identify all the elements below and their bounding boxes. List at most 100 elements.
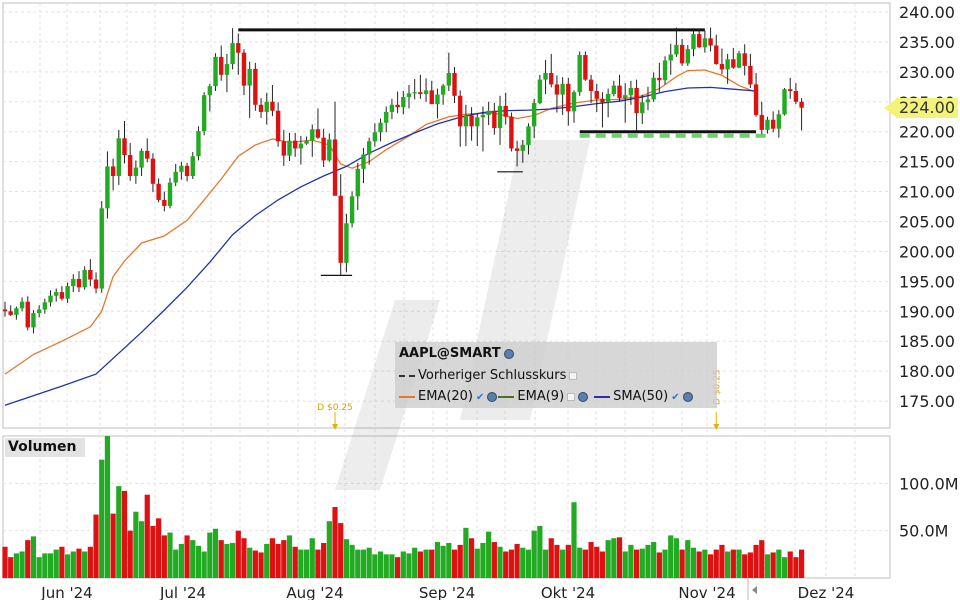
- volume-bar: [366, 547, 372, 578]
- volume-bar: [565, 544, 571, 578]
- check-icon[interactable]: ✔: [476, 392, 485, 403]
- volume-bar: [298, 549, 304, 578]
- volume-bar: [651, 542, 657, 578]
- candle-body: [708, 38, 713, 46]
- candle-body: [514, 148, 520, 151]
- volume-bar: [395, 557, 401, 578]
- y-tick-label: 190.00: [899, 302, 955, 321]
- volume-bar: [281, 540, 287, 578]
- x-tick-label: Aug '24: [286, 584, 343, 600]
- globe-icon[interactable]: [682, 391, 693, 402]
- candle-body: [48, 295, 53, 303]
- candle-body: [560, 83, 565, 95]
- x-tick-label: Jun '24: [40, 584, 92, 600]
- candle-body: [105, 166, 110, 209]
- volume-bar: [178, 543, 184, 578]
- candle-body: [509, 116, 514, 149]
- candle-body: [583, 55, 588, 80]
- volume-bar: [639, 548, 645, 578]
- volume-bar: [360, 549, 367, 578]
- candle-body: [401, 96, 406, 108]
- candle-body: [628, 88, 634, 96]
- candle-body: [270, 101, 275, 111]
- globe-icon[interactable]: [487, 391, 498, 402]
- candle-body: [469, 115, 474, 127]
- volume-bar: [799, 549, 805, 578]
- volume-tick-label: 100.0M: [899, 474, 959, 493]
- candle-body: [292, 140, 298, 149]
- candle-body: [76, 278, 82, 288]
- candle-body: [190, 156, 195, 176]
- volume-bar: [787, 551, 793, 578]
- candle-body: [65, 286, 70, 299]
- scroll-arrow: [752, 586, 757, 594]
- dashed-line-icon: [399, 374, 415, 377]
- candle-body: [623, 95, 628, 99]
- y-tick-label: 220.00: [899, 123, 955, 142]
- candle-body: [184, 165, 190, 176]
- candle-body: [412, 92, 417, 94]
- volume-bar: [679, 549, 685, 578]
- checkbox-icon[interactable]: [567, 392, 576, 401]
- candle-body: [82, 269, 87, 288]
- volume-bar: [725, 551, 731, 578]
- y-tick-label: 230.00: [899, 63, 955, 82]
- y-tick-label: 235.00: [899, 33, 955, 52]
- volume-bar: [82, 551, 88, 578]
- volume-bar: [417, 551, 423, 578]
- volume-bar: [486, 531, 492, 578]
- volume-bar: [480, 542, 486, 578]
- volume-bar: [429, 549, 435, 578]
- volume-bar: [514, 543, 520, 578]
- globe-icon[interactable]: [578, 391, 589, 402]
- candle-body: [145, 150, 150, 159]
- volume-bar: [372, 554, 378, 578]
- candle-body: [788, 89, 793, 91]
- candle-body: [315, 129, 321, 138]
- volume-bar: [19, 551, 25, 578]
- volume-bar: [622, 551, 628, 578]
- volume-bar: [150, 525, 156, 578]
- candle-body: [99, 208, 104, 289]
- volume-bar: [491, 542, 497, 578]
- dividend-label: D $0.25: [712, 369, 722, 405]
- candle-body: [19, 301, 25, 309]
- volume-bar: [247, 547, 253, 578]
- candle-body: [110, 166, 116, 176]
- candle-body: [492, 110, 497, 129]
- volume-bar: [332, 507, 338, 578]
- candle-body: [8, 311, 13, 315]
- candle-body: [116, 138, 121, 176]
- ema20-swatch-icon: [399, 395, 415, 398]
- candle-body: [310, 129, 315, 141]
- candle-body: [247, 68, 252, 86]
- volume-title: Volumen: [5, 438, 85, 457]
- candle-body: [196, 131, 201, 157]
- volume-bar: [116, 486, 122, 578]
- checkbox-icon[interactable]: [569, 371, 578, 380]
- volume-bar: [321, 542, 327, 578]
- candle-body: [566, 83, 571, 112]
- volume-bar: [594, 546, 600, 578]
- legend: AAPL@SMART Vorheriger Schlusskurs EMA(20…: [395, 342, 717, 408]
- candle-body: [355, 168, 360, 197]
- candle-body: [571, 92, 577, 112]
- volume-bar: [343, 539, 349, 578]
- volume-bar: [696, 551, 702, 578]
- candle-body: [463, 115, 469, 127]
- candle-body: [486, 110, 491, 115]
- volume-bar: [719, 544, 725, 578]
- candle-body: [731, 59, 736, 68]
- volume-bar: [286, 535, 293, 578]
- volume-bar: [53, 549, 59, 578]
- volume-bar: [463, 527, 469, 578]
- volume-bar: [173, 549, 179, 578]
- candle-body: [327, 139, 332, 161]
- x-tick-label: Sep '24: [419, 584, 475, 600]
- volume-bar: [605, 540, 611, 578]
- globe-icon[interactable]: [503, 348, 514, 359]
- volume-bar: [315, 549, 321, 578]
- candle-body: [378, 122, 383, 133]
- check-icon[interactable]: ✔: [671, 392, 680, 403]
- volume-bar: [13, 553, 19, 578]
